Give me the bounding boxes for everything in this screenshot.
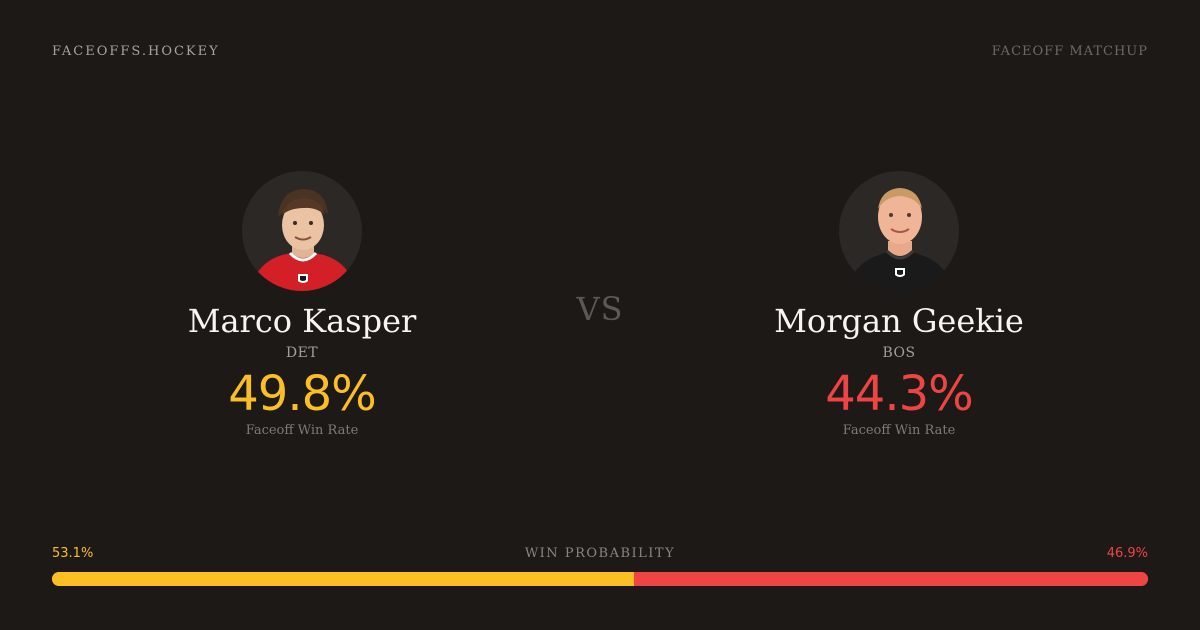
player-team-right: BOS <box>882 345 916 361</box>
win-probability-title: WIN PROBABILITY <box>524 546 676 561</box>
win-probability-bar-right <box>633 572 1148 586</box>
vs-label: VS <box>576 290 624 328</box>
player-photo-right <box>839 171 959 291</box>
player-card-left: Marco Kasper DET 49.8% Faceoff Win Rate <box>122 171 482 438</box>
player-photo-left <box>242 171 362 291</box>
site-brand[interactable]: FACEOFFS.HOCKEY <box>52 44 220 59</box>
faceoff-rate-label-left: Faceoff Win Rate <box>245 423 359 438</box>
win-probability-right-value: 46.9% <box>1106 546 1148 561</box>
win-probability-bar-left <box>52 572 634 586</box>
faceoff-rate-label-right: Faceoff Win Rate <box>842 423 956 438</box>
player-team-left: DET <box>285 345 319 361</box>
player-name-left[interactable]: Marco Kasper <box>187 302 417 340</box>
player-name-right[interactable]: Morgan Geekie <box>774 302 1024 340</box>
player-card-right: Morgan Geekie BOS 44.3% Faceoff Win Rate <box>719 171 1079 438</box>
win-probability-left-value: 53.1% <box>52 546 94 561</box>
faceoff-rate-right: 44.3% <box>825 366 973 422</box>
page-label: FACEOFF MATCHUP <box>991 44 1148 59</box>
win-probability-bar <box>52 572 1148 586</box>
faceoff-rate-left: 49.8% <box>228 366 376 422</box>
